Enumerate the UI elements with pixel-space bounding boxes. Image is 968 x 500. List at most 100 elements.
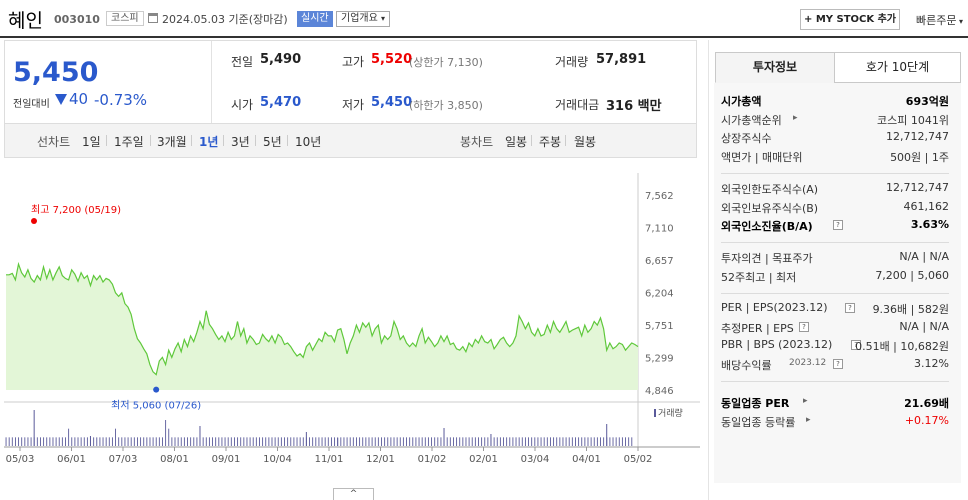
current-price: 5,450 <box>13 57 99 88</box>
volume-bar <box>296 437 298 446</box>
volume-bar <box>149 437 151 446</box>
pbr-value: 0.51배 | 10,682원 <box>855 340 949 353</box>
volume-bar <box>384 437 386 446</box>
volume-bar <box>233 437 235 446</box>
volume-bar <box>424 437 426 446</box>
volume-bar <box>284 437 285 446</box>
high-value: 5,520 <box>371 52 413 67</box>
help-icon[interactable]: ? <box>833 359 843 369</box>
volume-bar <box>543 437 545 446</box>
volume-bar <box>528 437 529 446</box>
volume-bar <box>399 437 401 446</box>
volume-bar <box>180 437 182 446</box>
volume-bar <box>618 437 620 446</box>
volume-bar <box>130 437 132 446</box>
market-cap-rank-label[interactable]: 시가총액순위 <box>721 114 782 127</box>
my-stock-add-button[interactable]: + MY STOCK 추가 <box>800 9 900 30</box>
industry-per-label[interactable]: 동일업종 PER <box>721 397 790 410</box>
collapse-chart-button[interactable]: ^ <box>333 488 374 500</box>
dividend-value: 3.12% <box>914 357 949 370</box>
volume-bar <box>337 438 339 446</box>
arrow-right-icon: ▸ <box>806 415 811 425</box>
stock-name[interactable]: 혜인 <box>8 10 43 32</box>
tab-3y[interactable]: 3년 <box>231 135 250 149</box>
foreign-ratio-label: 외국인소진율(B/A) <box>721 220 813 233</box>
tab-monthly[interactable]: 월봉 <box>574 135 597 149</box>
upper-limit: (상한가 7,130) <box>409 56 483 69</box>
volume-bar <box>359 437 361 446</box>
volume-bar <box>578 437 580 446</box>
price-line <box>6 261 639 376</box>
prev-close-value: 5,490 <box>260 52 302 67</box>
volume-bar <box>587 437 589 446</box>
volume-bar <box>102 437 104 446</box>
volume-bar <box>105 437 107 446</box>
help-icon[interactable]: ? <box>845 303 855 313</box>
volume-bar <box>515 437 517 446</box>
realtime-button[interactable]: 실시간 <box>297 11 333 27</box>
y-tick-label: 6,204 <box>645 289 674 300</box>
lower-limit: (하한가 3,850) <box>409 99 483 112</box>
foreign-hold-value: 461,162 <box>903 200 950 213</box>
volume-bar <box>18 437 20 446</box>
chevron-up-icon: ^ <box>349 489 358 499</box>
volume-label: 거래량 <box>555 55 589 69</box>
volume-bar <box>487 437 489 446</box>
tab-invest-info[interactable]: 투자정보 <box>715 52 835 83</box>
tab-weekly[interactable]: 주봉 <box>539 135 562 149</box>
volume-bar <box>493 437 495 446</box>
tab-3m[interactable]: 3개월 <box>157 135 187 149</box>
tab-1w[interactable]: 1주일 <box>114 135 144 149</box>
fast-order-button[interactable]: 빠른주문 ▾ <box>916 12 963 28</box>
volume-bar <box>381 437 382 446</box>
volume-bar <box>612 437 614 446</box>
volume-bar <box>199 426 201 446</box>
volume-bar <box>449 437 451 446</box>
amount-value: 316 백만 <box>606 99 662 114</box>
volume-bar <box>30 437 32 446</box>
volume-bar <box>518 437 520 446</box>
divider <box>721 381 949 382</box>
tab-1y[interactable]: 1년 <box>199 135 219 149</box>
volume-bar <box>362 437 364 446</box>
volume-bar <box>24 437 26 446</box>
volume-bar <box>521 437 523 446</box>
tab-divider <box>531 135 532 146</box>
volume-bar <box>540 437 542 446</box>
volume-bar <box>484 437 486 446</box>
week52-label: 52주최고 | 최저 <box>721 271 797 284</box>
volume-bar <box>531 437 533 446</box>
volume-bar <box>83 437 85 446</box>
volume-bar <box>440 437 442 446</box>
volume-bar <box>309 437 310 446</box>
low-label: 최저 5,060 (07/26) <box>111 400 201 412</box>
tab-10y[interactable]: 10년 <box>295 135 322 149</box>
tab-daily[interactable]: 일봉 <box>505 135 528 149</box>
high-marker <box>31 217 37 224</box>
volume-bar <box>603 437 605 446</box>
volume-bar <box>321 437 323 446</box>
tab-1d[interactable]: 1일 <box>82 135 101 149</box>
volume-bar <box>205 437 207 446</box>
low-value: 5,450 <box>371 95 413 110</box>
volume-bar <box>249 437 251 446</box>
industry-change-label[interactable]: 동일업종 등락률 <box>721 416 796 429</box>
foreign-ratio-value: 3.63% <box>910 218 949 231</box>
tab-5y[interactable]: 5년 <box>263 135 282 149</box>
volume-bar <box>58 437 60 446</box>
tab-hoga-10[interactable]: 호가 10단계 <box>834 52 961 83</box>
corp-summary-dropdown[interactable]: 기업개요 ▾ <box>336 11 391 27</box>
price-chart[interactable]: 7,562 7,110 6,657 6,204 5,751 5,299 4,846 최고 7,… <box>4 159 700 499</box>
volume-bar <box>177 437 179 446</box>
market-cap-rank-row: 시가총액순위 ▸ 코스피 1041위 <box>721 112 949 130</box>
volume-bar <box>387 437 389 446</box>
help-icon[interactable]: ? <box>851 340 861 350</box>
volume-legend-swatch <box>654 409 656 417</box>
volume-bar <box>427 437 429 446</box>
help-icon[interactable]: ? <box>799 322 809 332</box>
foreign-hold-row: 외국인보유주식수(B) 461,162 <box>721 200 949 218</box>
help-icon[interactable]: ? <box>833 220 843 230</box>
divider <box>721 173 949 174</box>
arrow-right-icon: ▸ <box>793 113 798 123</box>
industry-per-value: 21.69배 <box>904 397 949 410</box>
